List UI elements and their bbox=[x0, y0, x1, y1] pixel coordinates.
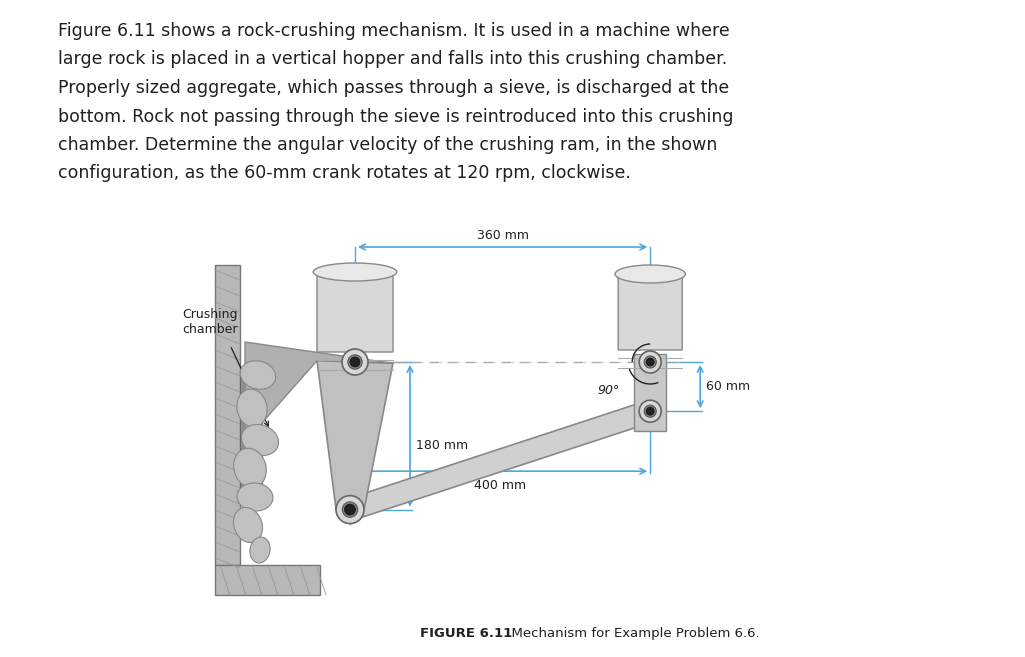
Circle shape bbox=[644, 405, 656, 417]
Polygon shape bbox=[240, 370, 262, 490]
Circle shape bbox=[342, 349, 368, 375]
Ellipse shape bbox=[615, 265, 686, 283]
Polygon shape bbox=[346, 401, 654, 520]
Text: Properly sized aggregate, which passes through a sieve, is discharged at the: Properly sized aggregate, which passes t… bbox=[58, 79, 729, 97]
Text: Mechanism for Example Problem 6.6.: Mechanism for Example Problem 6.6. bbox=[503, 627, 760, 640]
Ellipse shape bbox=[314, 263, 397, 281]
Polygon shape bbox=[215, 565, 320, 595]
Text: 360 mm: 360 mm bbox=[477, 229, 529, 242]
Circle shape bbox=[640, 351, 661, 373]
Circle shape bbox=[646, 407, 654, 415]
Ellipse shape bbox=[240, 361, 276, 390]
Text: 400 mm: 400 mm bbox=[474, 479, 526, 492]
Ellipse shape bbox=[237, 483, 273, 511]
Polygon shape bbox=[618, 270, 683, 350]
Circle shape bbox=[347, 355, 362, 369]
Text: FIGURE 6.11: FIGURE 6.11 bbox=[420, 627, 512, 640]
Text: 180 mm: 180 mm bbox=[416, 440, 468, 452]
Text: chamber. Determine the angular velocity of the crushing ram, in the shown: chamber. Determine the angular velocity … bbox=[58, 136, 717, 154]
Text: bottom. Rock not passing through the sieve is reintroduced into this crushing: bottom. Rock not passing through the sie… bbox=[58, 108, 734, 125]
Text: 60 mm: 60 mm bbox=[706, 380, 750, 393]
Polygon shape bbox=[317, 268, 393, 352]
Text: large rock is placed in a vertical hopper and falls into this crushing chamber.: large rock is placed in a vertical hoppe… bbox=[58, 51, 728, 68]
Circle shape bbox=[350, 357, 360, 367]
Text: Crushing
chamber: Crushing chamber bbox=[182, 308, 238, 336]
Circle shape bbox=[344, 504, 356, 515]
Circle shape bbox=[342, 502, 358, 517]
Polygon shape bbox=[634, 354, 666, 431]
Text: 90°: 90° bbox=[598, 384, 620, 397]
Circle shape bbox=[646, 358, 654, 366]
Ellipse shape bbox=[237, 389, 268, 427]
Polygon shape bbox=[215, 265, 240, 565]
Ellipse shape bbox=[234, 448, 266, 487]
Text: configuration, as the 60-mm crank rotates at 120 rpm, clockwise.: configuration, as the 60-mm crank rotate… bbox=[58, 164, 630, 183]
Polygon shape bbox=[317, 361, 393, 510]
Ellipse shape bbox=[234, 507, 262, 543]
Ellipse shape bbox=[250, 537, 271, 563]
Circle shape bbox=[640, 400, 661, 422]
Text: Figure 6.11 shows a rock-crushing mechanism. It is used in a machine where: Figure 6.11 shows a rock-crushing mechan… bbox=[58, 22, 730, 40]
Ellipse shape bbox=[242, 424, 279, 455]
Polygon shape bbox=[245, 342, 393, 442]
Circle shape bbox=[644, 356, 656, 368]
Circle shape bbox=[336, 495, 364, 524]
